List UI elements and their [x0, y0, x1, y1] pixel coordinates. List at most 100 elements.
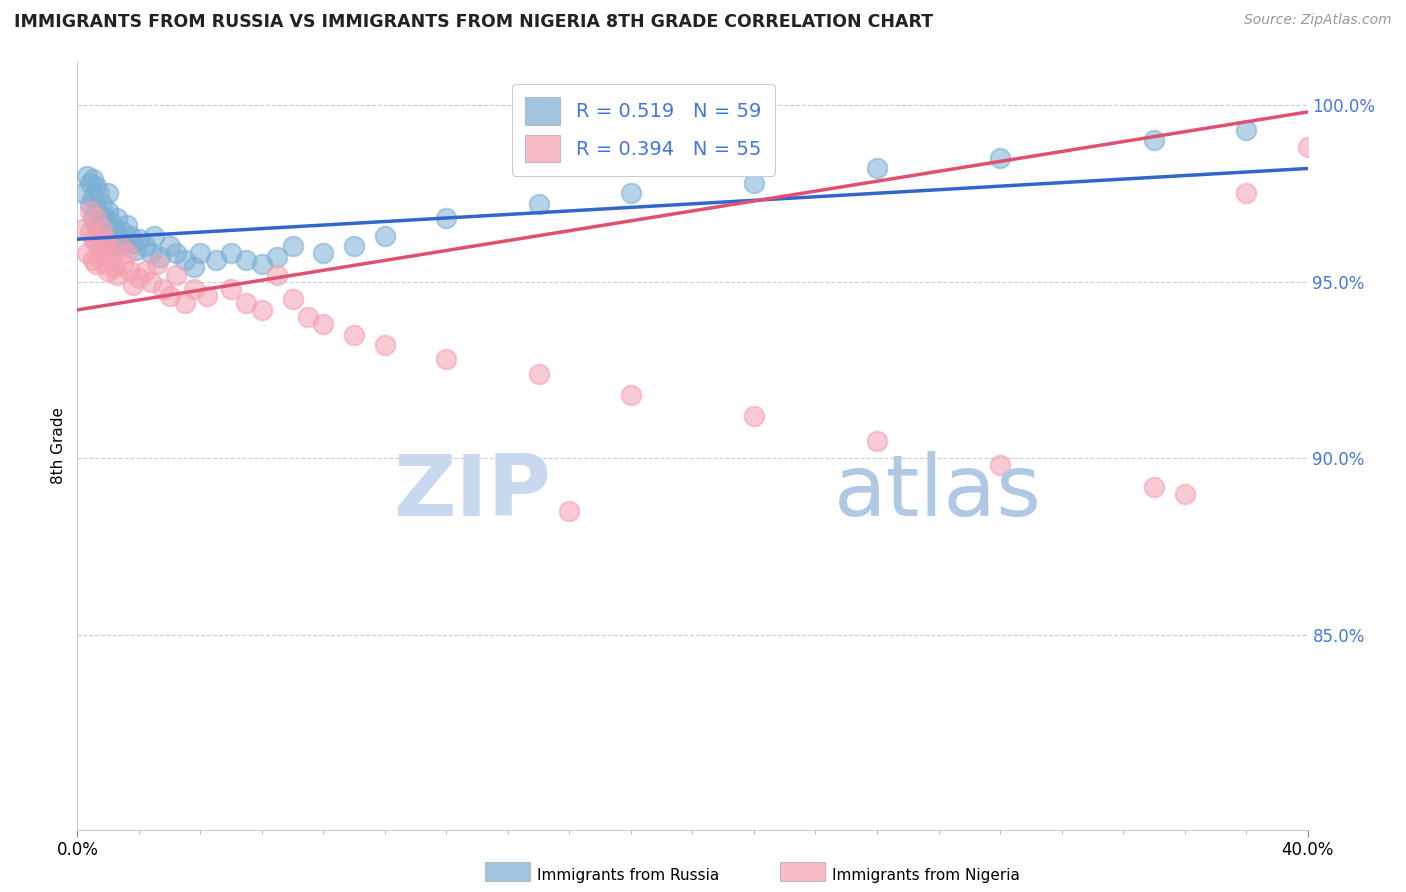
Point: [115, 218, 138, 232]
Point: [159, 239, 181, 253]
Point: [620, 186, 643, 201]
Point: [742, 409, 765, 423]
Point: [1143, 480, 1166, 494]
Point: [82, 172, 104, 186]
Point: [121, 235, 143, 250]
Point: [1234, 122, 1257, 136]
Text: IMMIGRANTS FROM RUSSIA VS IMMIGRANTS FROM NIGERIA 8TH GRADE CORRELATION CHART: IMMIGRANTS FROM RUSSIA VS IMMIGRANTS FRO…: [14, 13, 934, 31]
Point: [866, 161, 889, 176]
Point: [97, 186, 120, 201]
Point: [128, 232, 150, 246]
Point: [94, 228, 117, 243]
Point: [110, 235, 132, 250]
Point: [82, 190, 104, 204]
Point: [374, 338, 396, 352]
Point: [152, 282, 174, 296]
Point: [72, 186, 94, 201]
Y-axis label: 8th Grade: 8th Grade: [51, 408, 66, 484]
Point: [103, 239, 125, 253]
Point: [110, 239, 132, 253]
Point: [87, 186, 110, 201]
Point: [100, 250, 122, 264]
Point: [90, 221, 114, 235]
Point: [266, 250, 288, 264]
Point: [97, 239, 120, 253]
Point: [84, 235, 107, 250]
Point: [103, 260, 125, 275]
Point: [72, 221, 94, 235]
Point: [988, 458, 1011, 473]
Point: [188, 246, 212, 260]
Point: [343, 239, 366, 253]
Point: [97, 203, 120, 218]
Point: [281, 293, 304, 307]
Point: [84, 200, 107, 214]
Point: [165, 246, 187, 260]
Point: [115, 246, 138, 260]
Point: [146, 257, 169, 271]
Point: [97, 221, 120, 235]
Point: [742, 176, 765, 190]
Point: [82, 211, 104, 225]
Point: [112, 257, 135, 271]
Point: [195, 289, 218, 303]
Point: [558, 504, 581, 518]
Point: [165, 268, 187, 282]
Point: [105, 211, 128, 225]
Point: [219, 246, 242, 260]
Point: [76, 169, 98, 183]
Point: [76, 246, 98, 260]
Point: [82, 253, 104, 268]
Point: [141, 246, 163, 260]
Point: [235, 253, 257, 268]
Point: [312, 317, 335, 331]
Text: atlas: atlas: [834, 450, 1042, 533]
Point: [1234, 186, 1257, 201]
Point: [112, 225, 135, 239]
Point: [100, 214, 122, 228]
Point: [100, 232, 122, 246]
Point: [436, 211, 458, 225]
Point: [527, 367, 550, 381]
Point: [105, 228, 128, 243]
Text: Source: ZipAtlas.com: Source: ZipAtlas.com: [1244, 13, 1392, 28]
Point: [125, 243, 148, 257]
Point: [866, 434, 889, 448]
Text: Immigrants from Russia: Immigrants from Russia: [537, 869, 720, 883]
Point: [118, 264, 141, 278]
Point: [103, 221, 125, 235]
Point: [134, 239, 156, 253]
Point: [90, 239, 114, 253]
Point: [87, 228, 110, 243]
Point: [79, 225, 101, 239]
Point: [90, 197, 114, 211]
Point: [84, 211, 107, 225]
Point: [204, 253, 226, 268]
Point: [159, 289, 181, 303]
Point: [94, 211, 117, 225]
Point: [128, 271, 150, 285]
Point: [1296, 140, 1319, 154]
Point: [250, 257, 273, 271]
Point: [988, 151, 1011, 165]
Point: [250, 302, 273, 317]
Point: [87, 225, 110, 239]
Point: [183, 282, 205, 296]
Point: [374, 228, 396, 243]
Point: [141, 275, 163, 289]
Point: [84, 218, 107, 232]
Point: [343, 327, 366, 342]
Point: [94, 232, 117, 246]
Point: [297, 310, 319, 324]
Point: [84, 179, 107, 194]
Point: [105, 268, 128, 282]
Point: [281, 239, 304, 253]
Point: [312, 246, 335, 260]
Point: [87, 207, 110, 221]
Point: [1143, 133, 1166, 147]
Point: [183, 260, 205, 275]
Point: [79, 197, 101, 211]
Point: [143, 228, 166, 243]
Point: [87, 250, 110, 264]
Point: [174, 253, 197, 268]
